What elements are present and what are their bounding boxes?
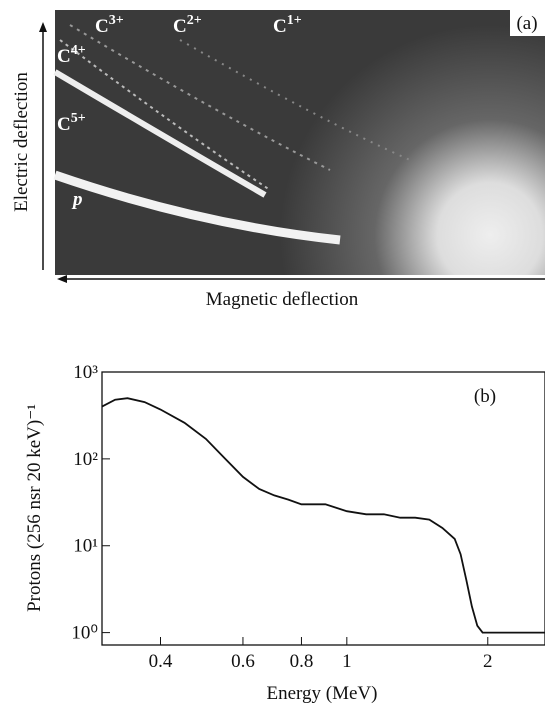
charge: 5+ [71, 111, 86, 126]
plot-frame [101, 371, 545, 646]
c5-trace [53, 69, 267, 198]
c3-trace [69, 24, 331, 171]
panel-label: (b) [474, 386, 496, 407]
x-axis-title: Magnetic deflection [206, 289, 359, 310]
charge: 2+ [187, 13, 202, 28]
element: C [95, 16, 109, 37]
element: C [57, 114, 71, 135]
proton-trace [53, 170, 341, 245]
x-axis-title: Energy (MeV) [267, 683, 378, 704]
x-tick-label: 1 [342, 651, 352, 672]
label-box [510, 8, 545, 36]
data-line [101, 397, 545, 634]
trace-label: C3+ [95, 13, 124, 37]
charge: 1+ [287, 13, 302, 28]
element: C [273, 16, 287, 37]
element: C [173, 16, 187, 37]
y-axis-title: Protons (256 nsr 20 keV)⁻¹ [24, 404, 45, 612]
element: p [71, 189, 83, 210]
trace-label: C2+ [173, 13, 202, 37]
y-tick-label: 10⁰ [71, 623, 98, 644]
trace-label: C5+ [57, 111, 86, 135]
c4-trace [59, 39, 271, 191]
panel-label: (a) [516, 13, 537, 34]
x-tick-label: 0.6 [231, 651, 255, 672]
charge: 3+ [109, 13, 124, 28]
y-tick-label: 10³ [73, 362, 98, 383]
c2-trace [179, 39, 411, 161]
arrow-head [39, 22, 47, 32]
y-tick-label: 10² [73, 449, 98, 470]
charge: 4+ [71, 43, 86, 58]
arrow-head [57, 275, 67, 283]
x-tick-label: 0.4 [149, 651, 173, 672]
x-tick-label: 2 [483, 651, 493, 672]
element: C [57, 46, 71, 67]
y-tick-label: 10¹ [73, 536, 98, 557]
trace-label: C4+ [57, 43, 86, 67]
x-tick-label: 0.8 [290, 651, 314, 672]
trace-label: C1+ [273, 13, 302, 37]
trace-label: p [71, 189, 83, 210]
y-axis-title: Electric deflection [11, 72, 32, 212]
